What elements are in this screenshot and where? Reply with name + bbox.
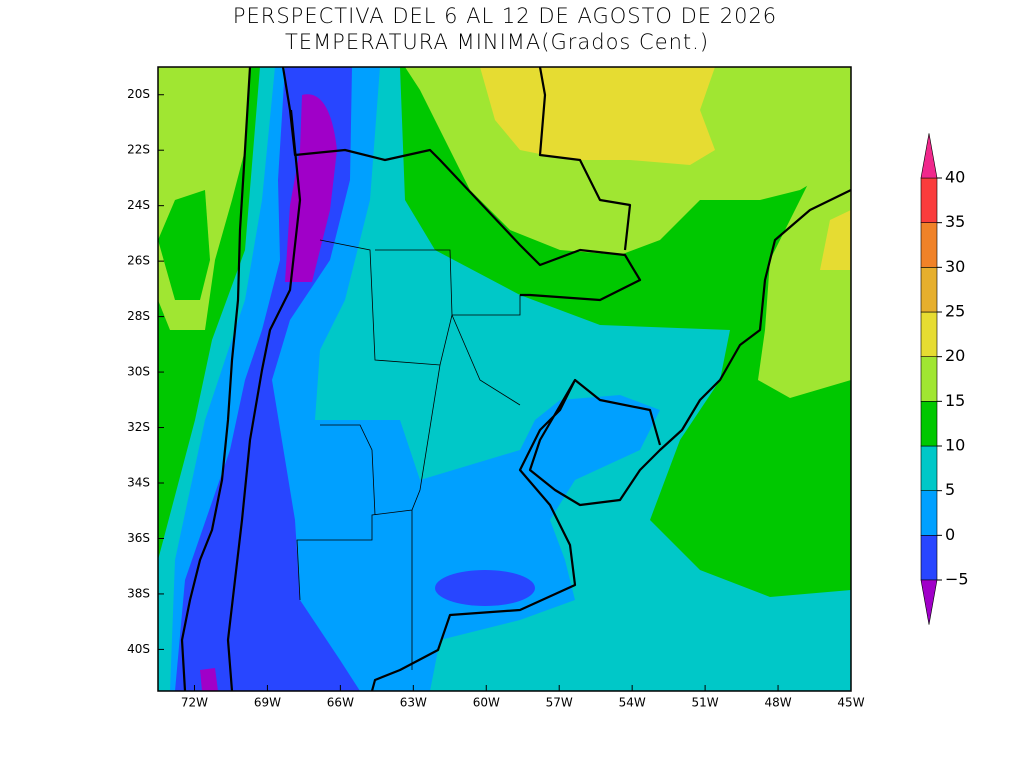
temperature-field (158, 67, 851, 691)
axes: 20S 22S 24S 26S 28S 30S 32S 34S 36S 38S 40S 72W 69W 6… (127, 87, 865, 709)
colorbar-label: 25 (945, 302, 965, 321)
colorbar-label: 5 (945, 480, 955, 499)
lon-tick-label: 69W (254, 696, 281, 710)
colorbar-below (920, 579, 938, 625)
lat-tick-label: 40S (127, 642, 150, 656)
colorbar-segment (920, 267, 938, 313)
lat-tick-label: 36S (127, 531, 150, 545)
lat-tick-label: 32S (127, 420, 150, 434)
colorbar-above (920, 133, 938, 179)
colorbar-segment (920, 490, 938, 536)
colorbar-label: 0 (945, 525, 955, 544)
lon-tick-label: 60W (473, 696, 500, 710)
lat-tick-label: 26S (127, 254, 150, 268)
colorbar: −5 0 5 10 15 20 25 30 35 40 (920, 133, 969, 625)
colorbar-label: −5 (945, 570, 969, 589)
lon-tick-label: 57W (546, 696, 573, 710)
lat-tick-label: 28S (127, 309, 150, 323)
colorbar-segment (920, 222, 938, 268)
colorbar-label: 35 (945, 212, 965, 231)
lon-tick-label: 48W (764, 696, 791, 710)
lat-tick-label: 20S (127, 87, 150, 101)
lon-tick-label: 45W (837, 696, 864, 710)
colorbar-label: 40 (945, 168, 965, 187)
subtitle: TEMPERATURA MINIMA(Grados Cent.) (285, 30, 709, 54)
map-frame (157, 66, 852, 692)
colorbar-label: 10 (945, 436, 965, 455)
lat-tick-label: 34S (127, 476, 150, 490)
colorbar-segment (920, 356, 938, 402)
colorbar-segment (920, 535, 938, 581)
lon-tick-label: 54W (619, 696, 646, 710)
colorbar-segment (920, 311, 938, 357)
lon-tick-label: 51W (692, 696, 719, 710)
boundaries (180, 67, 851, 691)
colorbar-segment (920, 177, 938, 223)
title: PERSPECTIVA DEL 6 AL 12 DE AGOSTO DE 202… (233, 4, 777, 28)
lat-tick-label: 24S (127, 198, 150, 212)
lon-tick-label: 66W (327, 696, 354, 710)
lon-tick-label: 63W (400, 696, 427, 710)
lat-tick-label: 30S (127, 365, 150, 379)
colorbar-segment (920, 445, 938, 491)
lat-tick-label: 22S (127, 143, 150, 157)
colorbar-label: 30 (945, 257, 965, 276)
colorbar-label: 15 (945, 391, 965, 410)
colorbar-segment (920, 401, 938, 447)
lat-tick-label: 38S (127, 586, 150, 600)
colorbar-label: 20 (945, 346, 965, 365)
lon-tick-label: 72W (181, 696, 208, 710)
